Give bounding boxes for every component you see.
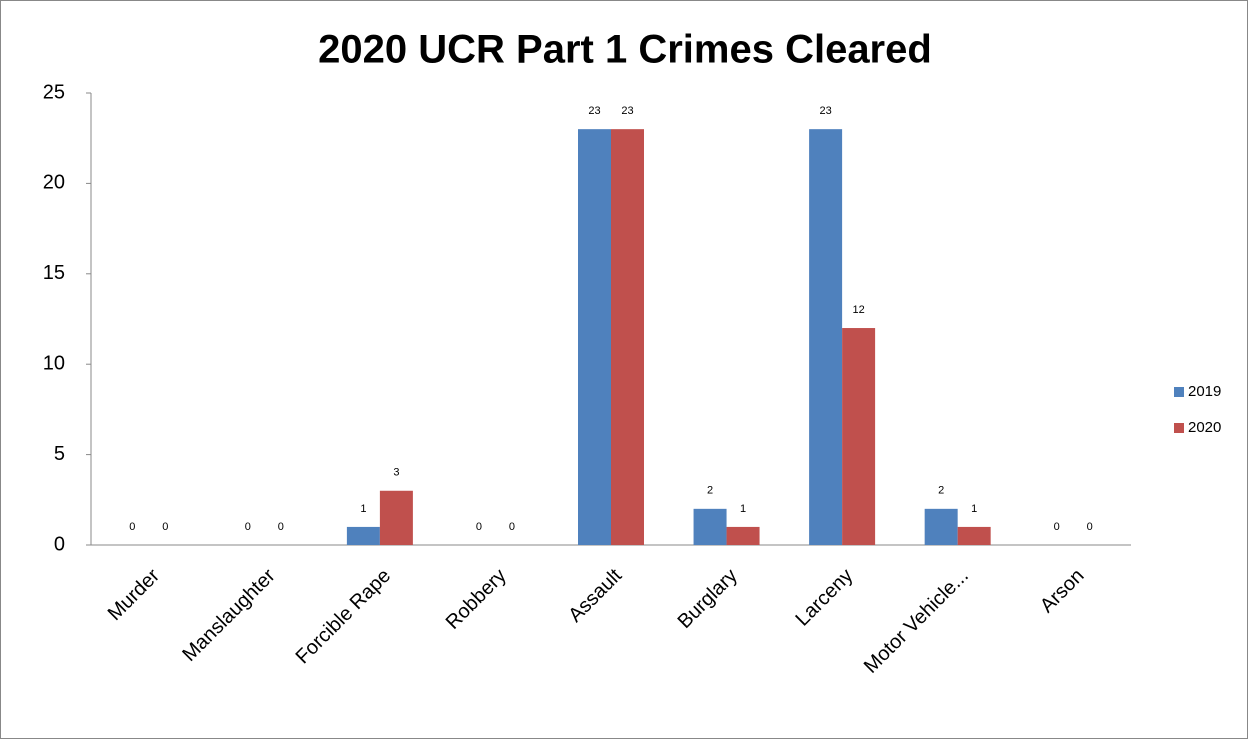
y-tick-label: 25: [43, 81, 65, 103]
bar: [346, 526, 380, 545]
bar: [693, 508, 727, 545]
bar: [379, 490, 413, 545]
data-label: 0: [245, 521, 251, 533]
data-label: 0: [162, 521, 168, 533]
data-label: 0: [129, 521, 135, 533]
data-label: 0: [476, 521, 482, 533]
data-label: 0: [509, 521, 515, 533]
data-label: 1: [971, 503, 977, 515]
y-tick-label: 5: [54, 443, 65, 465]
chart-title: 2020 UCR Part 1 Crimes Cleared: [318, 28, 932, 72]
bar: [726, 526, 760, 545]
data-label: 23: [819, 105, 831, 117]
bar: [842, 328, 876, 545]
data-label: 2: [938, 485, 944, 497]
data-label: 0: [1054, 521, 1060, 533]
bar: [809, 129, 843, 545]
legend-label: 2020: [1188, 419, 1221, 436]
legend-label: 2019: [1188, 383, 1221, 400]
y-tick-label: 10: [43, 352, 65, 374]
bar: [957, 526, 991, 545]
bar: [611, 129, 644, 545]
data-label: 2: [707, 485, 713, 497]
data-label: 3: [393, 467, 399, 479]
legend-swatch: [1174, 387, 1184, 397]
legend-swatch: [1174, 423, 1184, 433]
data-label: 0: [1087, 521, 1093, 533]
data-label: 1: [740, 503, 746, 515]
y-tick-label: 20: [43, 172, 65, 194]
data-label: 0: [278, 521, 284, 533]
y-tick-label: 0: [54, 533, 65, 555]
y-tick-label: 15: [43, 262, 65, 284]
bar: [924, 508, 958, 545]
data-label: 12: [852, 304, 864, 316]
data-label: 23: [588, 105, 600, 117]
bar: [578, 129, 611, 545]
data-label: 1: [360, 503, 366, 515]
data-label: 23: [621, 105, 633, 117]
